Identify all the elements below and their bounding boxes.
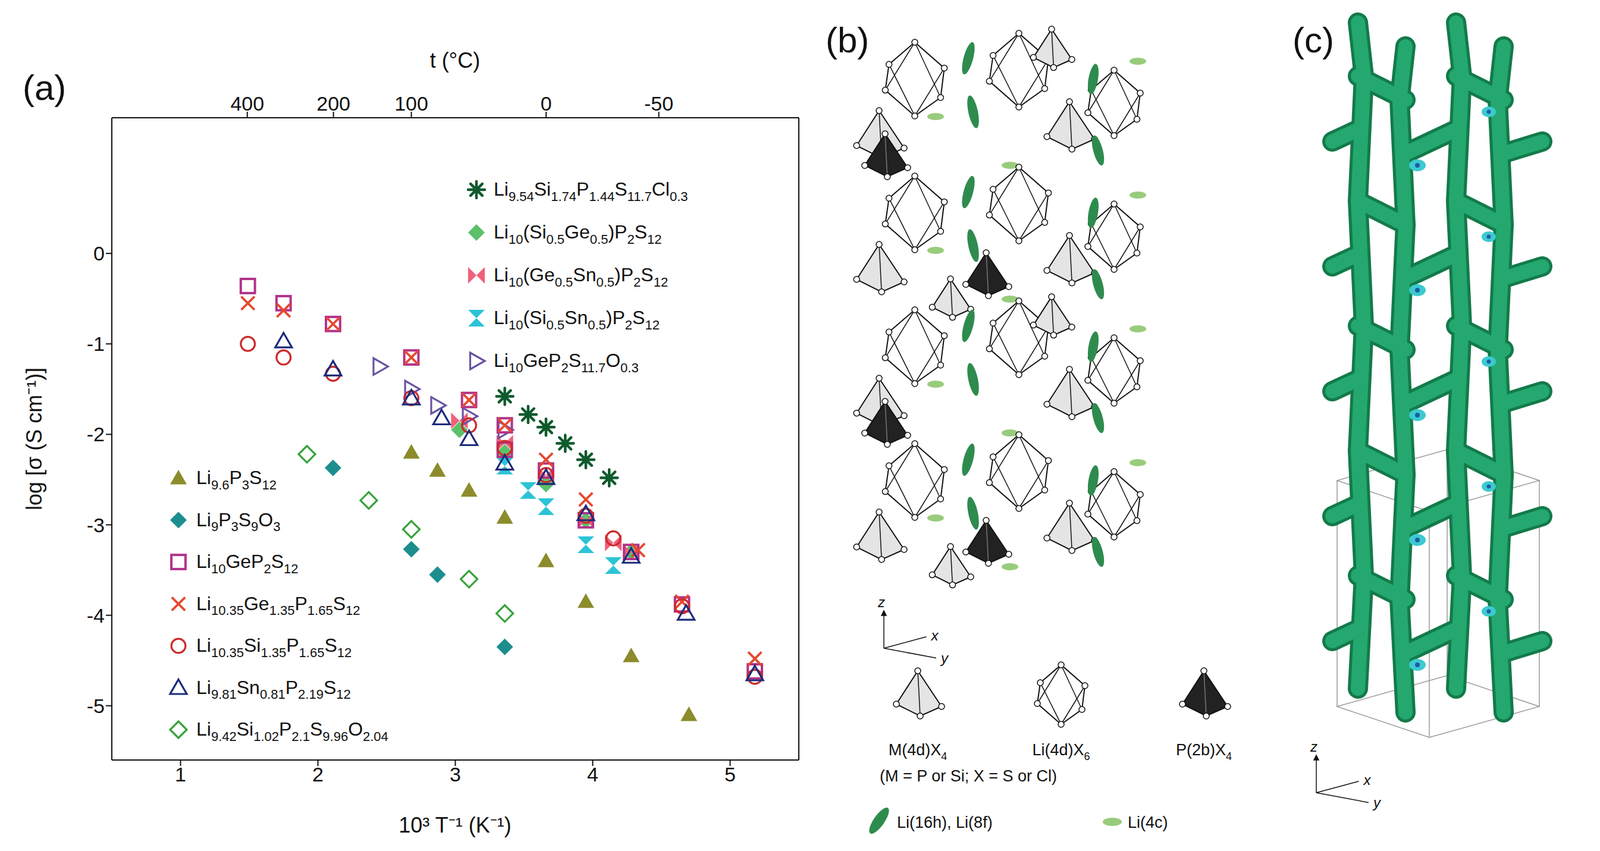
svg-text:Li9.42Si1.02P2.1S9.96O2.04: Li9.42Si1.02P2.1S9.96O2.04 [196,718,389,745]
svg-text:-2: -2 [86,422,105,446]
svg-text:Li10.35Ge1.35P1.65S12: Li10.35Ge1.35P1.65S12 [196,593,360,619]
svg-text:(c): (c) [1292,20,1335,61]
svg-text:Li10(Ge0.5Sn0.5)P2S12: Li10(Ge0.5Sn0.5)P2S12 [493,264,668,290]
svg-text:4: 4 [587,763,599,786]
svg-text:z: z [1309,738,1318,755]
svg-text:Li9.81Sn0.81P2.19S12: Li9.81Sn0.81P2.19S12 [196,676,351,703]
svg-text:3: 3 [449,763,461,786]
svg-text:Li(4c): Li(4c) [1127,813,1169,832]
svg-text:Li9P3S9O3: Li9P3S9O3 [196,509,281,535]
svg-text:0: 0 [93,242,105,265]
svg-text:-3: -3 [86,513,105,537]
svg-text:100: 100 [394,92,429,115]
svg-text:P(2b)X4: P(2b)X4 [1175,741,1232,763]
svg-text:2: 2 [312,763,324,786]
svg-text:-1: -1 [86,332,105,356]
svg-text:x: x [930,627,940,644]
svg-text:z: z [877,594,886,611]
svg-text:Li(16h), Li(8f): Li(16h), Li(8f) [896,813,993,832]
svg-text:Li10(Si0.5Sn0.5)P2S12: Li10(Si0.5Sn0.5)P2S12 [493,306,660,333]
svg-text:-5: -5 [86,694,105,718]
svg-text:M(4d)X4: M(4d)X4 [888,741,948,763]
svg-text:(M = P or Si; X = S or Cl): (M = P or Si; X = S or Cl) [879,767,1057,786]
svg-text:400: 400 [230,92,265,115]
svg-text:Li10(Si0.5Ge0.5)P2S12: Li10(Si0.5Ge0.5)P2S12 [493,221,662,247]
svg-text:(a): (a) [22,67,67,108]
svg-text:log [σ (S cm⁻¹)]: log [σ (S cm⁻¹)] [22,367,47,511]
svg-text:x: x [1363,772,1372,789]
svg-text:200: 200 [316,92,351,115]
svg-text:1: 1 [174,763,187,786]
svg-text:t (°C): t (°C) [430,48,480,73]
svg-text:(b): (b) [825,20,869,61]
svg-text:0: 0 [540,92,552,115]
svg-text:Li9.54Si1.74P1.44S11.7Cl0.3: Li9.54Si1.74P1.44S11.7Cl0.3 [493,178,689,205]
svg-text:10³ T⁻¹ (K⁻¹): 10³ T⁻¹ (K⁻¹) [398,813,511,838]
svg-text:5: 5 [724,763,736,786]
svg-text:Li(4d)X6: Li(4d)X6 [1031,741,1090,763]
svg-text:y: y [939,650,950,667]
svg-text:Li10.35Si1.35P1.65S12: Li10.35Si1.35P1.65S12 [196,634,352,661]
svg-text:Li10GeP2S11.7O0.3: Li10GeP2S11.7O0.3 [493,349,639,376]
svg-text:y: y [1372,794,1382,811]
svg-text:-4: -4 [86,604,105,627]
svg-text:Li9.6P3S12: Li9.6P3S12 [196,466,277,493]
svg-text:Li10GeP2S12: Li10GeP2S12 [196,550,299,577]
svg-text:-50: -50 [644,92,674,115]
